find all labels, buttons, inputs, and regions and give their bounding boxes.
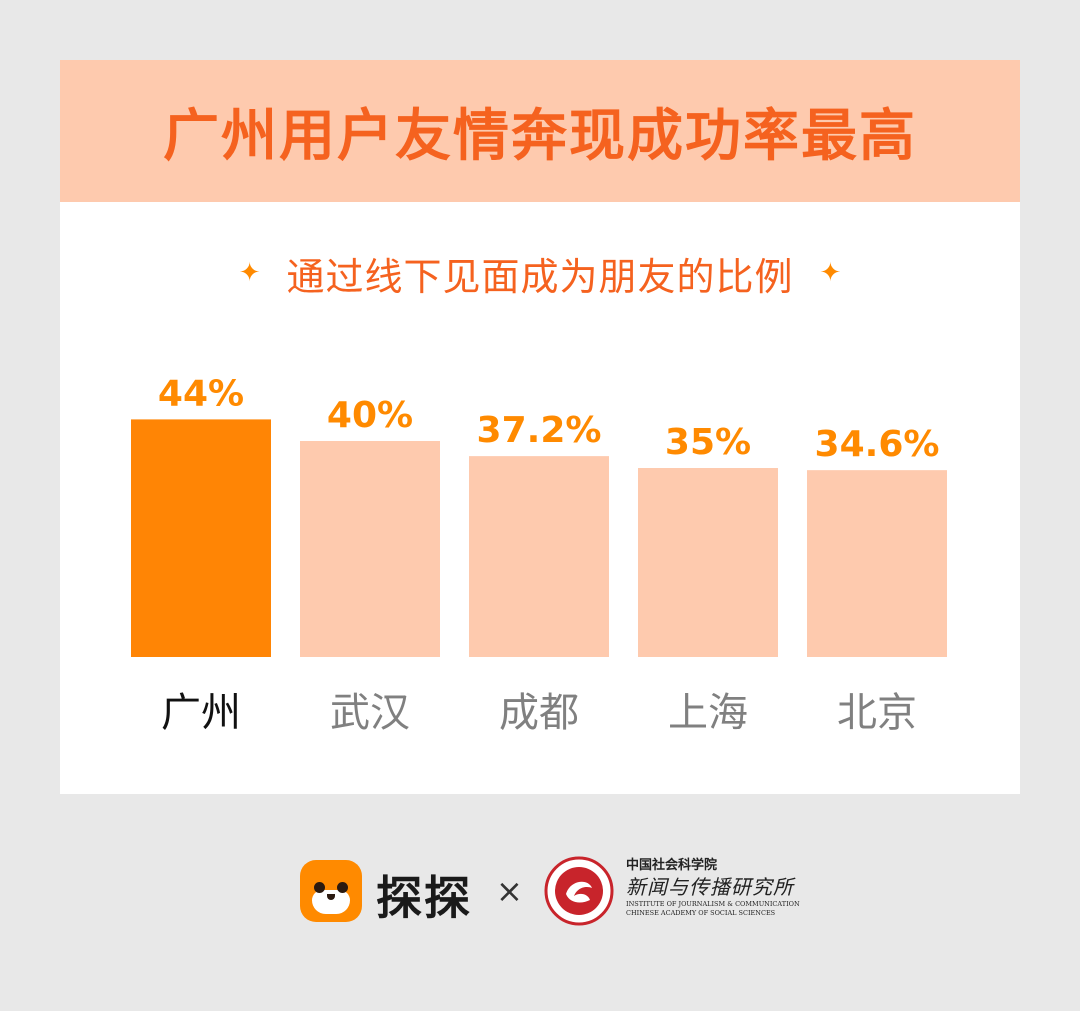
institute-en-1: INSTITUTE OF JOURNALISM & COMMUNICATION [626, 900, 800, 908]
chart-card: 广州用户友情奔现成功率最高 ✦ 通过线下见面成为朋友的比例 ✦ 44% 广州 40%… [60, 60, 1020, 794]
category-label: 成都 [499, 690, 579, 736]
app-name: 探探 [376, 871, 472, 925]
value-label: 37.2% [477, 410, 602, 451]
value-label: 35% [665, 422, 751, 463]
header-banner: 广州用户友情奔现成功率最高 [60, 60, 1020, 202]
times-sign: × [496, 872, 523, 910]
bar-北京 [807, 470, 947, 657]
bar-chart: 44% 广州 40% 武汉 37.2% 成都 35% 上海 34.6% 北京 [131, 373, 947, 736]
institute-cn-2: 新闻与传播研究所 [626, 875, 794, 899]
bar-广州 [131, 419, 271, 657]
value-label: 40% [327, 395, 413, 436]
institute-name: 中国社会科学院 新闻与传播研究所 INSTITUTE OF JOURNALISM… [626, 858, 826, 918]
sparkle-icon: ✦ [238, 258, 261, 288]
category-label: 北京 [837, 690, 917, 736]
category-label: 广州 [161, 690, 241, 736]
bar-武汉 [300, 441, 440, 657]
institute-en-2: CHINESE ACADEMY OF SOCIAL SCIENCES [626, 909, 776, 917]
category-label: 武汉 [330, 690, 410, 736]
sparkle-icon: ✦ [819, 258, 842, 288]
value-label: 44% [158, 373, 244, 414]
value-label: 34.6% [815, 424, 940, 465]
fox-face-icon [300, 860, 362, 922]
chart-title: 通过线下见面成为朋友的比例 [286, 254, 794, 299]
page-title: 广州用户友情奔现成功率最高 [163, 103, 917, 169]
bar-上海 [638, 468, 778, 657]
institute-seal-icon [544, 856, 614, 926]
footer-logos: 探探 × 中国社会科学院 新闻与传播研究所 INSTITUTE OF JOURN… [0, 848, 1080, 938]
subtitle-row: ✦ 通过线下见面成为朋友的比例 ✦ [60, 238, 1020, 308]
category-label: 上海 [668, 690, 748, 736]
bar-成都 [469, 456, 609, 657]
institute-cn-1: 中国社会科学院 [626, 858, 718, 873]
